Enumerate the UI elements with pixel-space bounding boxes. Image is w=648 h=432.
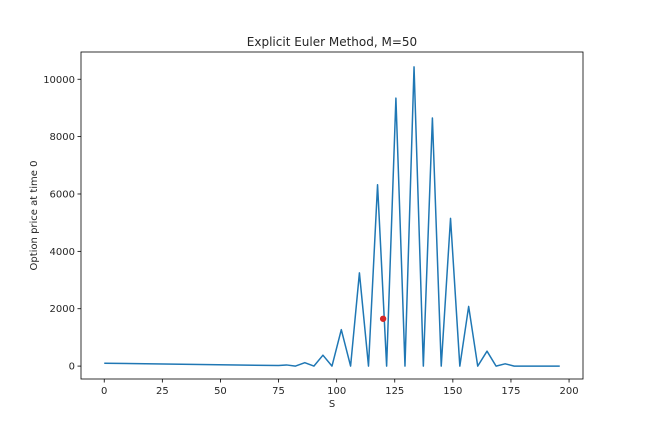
x-tick-label: 200 — [560, 386, 579, 397]
x-tick-label: 100 — [327, 386, 346, 397]
x-tick-label: 0 — [101, 386, 107, 397]
y-tick-label: 4000 — [50, 247, 75, 258]
y-axis-label: Option price at time 0 — [29, 161, 40, 271]
x-tick-label: 150 — [443, 386, 462, 397]
marker-point-0 — [379, 315, 387, 322]
y-tick-label: 0 — [69, 362, 75, 373]
x-axis: 0 25 50 75 100 125 150 175 200 — [101, 379, 579, 397]
y-tick-label: 6000 — [50, 189, 75, 200]
x-tick-label: 75 — [272, 386, 285, 397]
x-tick-label: 25 — [156, 386, 169, 397]
y-axis: 0 2000 4000 6000 8000 10000 — [43, 75, 81, 373]
chart-title: Explicit Euler Method, M=50 — [247, 35, 417, 49]
series-line-0 — [104, 66, 560, 367]
x-tick-label: 50 — [214, 386, 227, 397]
x-tick-label: 175 — [501, 386, 520, 397]
x-axis-label: S — [329, 399, 335, 410]
y-tick-label: 2000 — [50, 304, 75, 315]
y-tick-label: 10000 — [43, 75, 75, 86]
plot-area — [104, 66, 560, 367]
axes-frame — [80, 51, 584, 380]
x-tick-label: 125 — [385, 386, 404, 397]
y-tick-label: 8000 — [50, 132, 75, 143]
